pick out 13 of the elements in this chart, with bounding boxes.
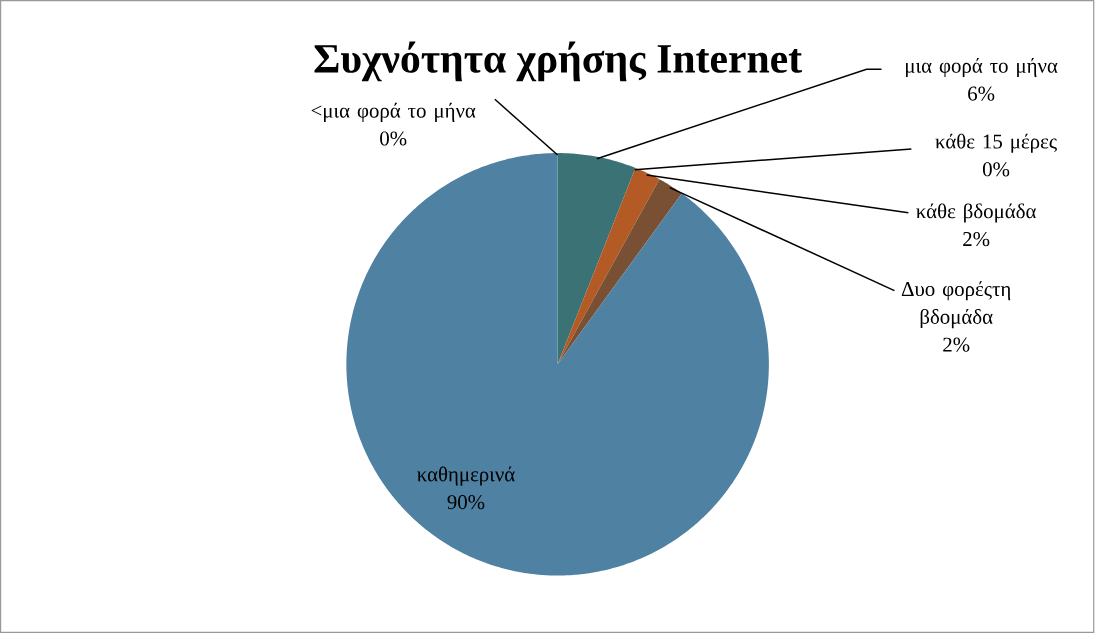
data-label: 90% [447,495,485,510]
slice-label: Δυο φορέςτη βδομάδα [901,281,1011,329]
chart-title: Συχνότητα χρήσης Internet [314,41,802,82]
slice-label: μια φορά το μήνα [906,57,1058,78]
category-label: κάθε 15 μέρες [935,133,1057,153]
slice-label: καθημερινά [417,466,515,486]
data-label: 6% [968,86,995,101]
text: 0% [380,131,407,146]
data-label: 2% [943,337,970,352]
text: 0% [982,162,1010,177]
category-label: <μια φορά το μήνα [311,102,476,122]
data-label: 2% [963,232,990,247]
slice-label: κάθε βδομάδα [916,203,1036,223]
